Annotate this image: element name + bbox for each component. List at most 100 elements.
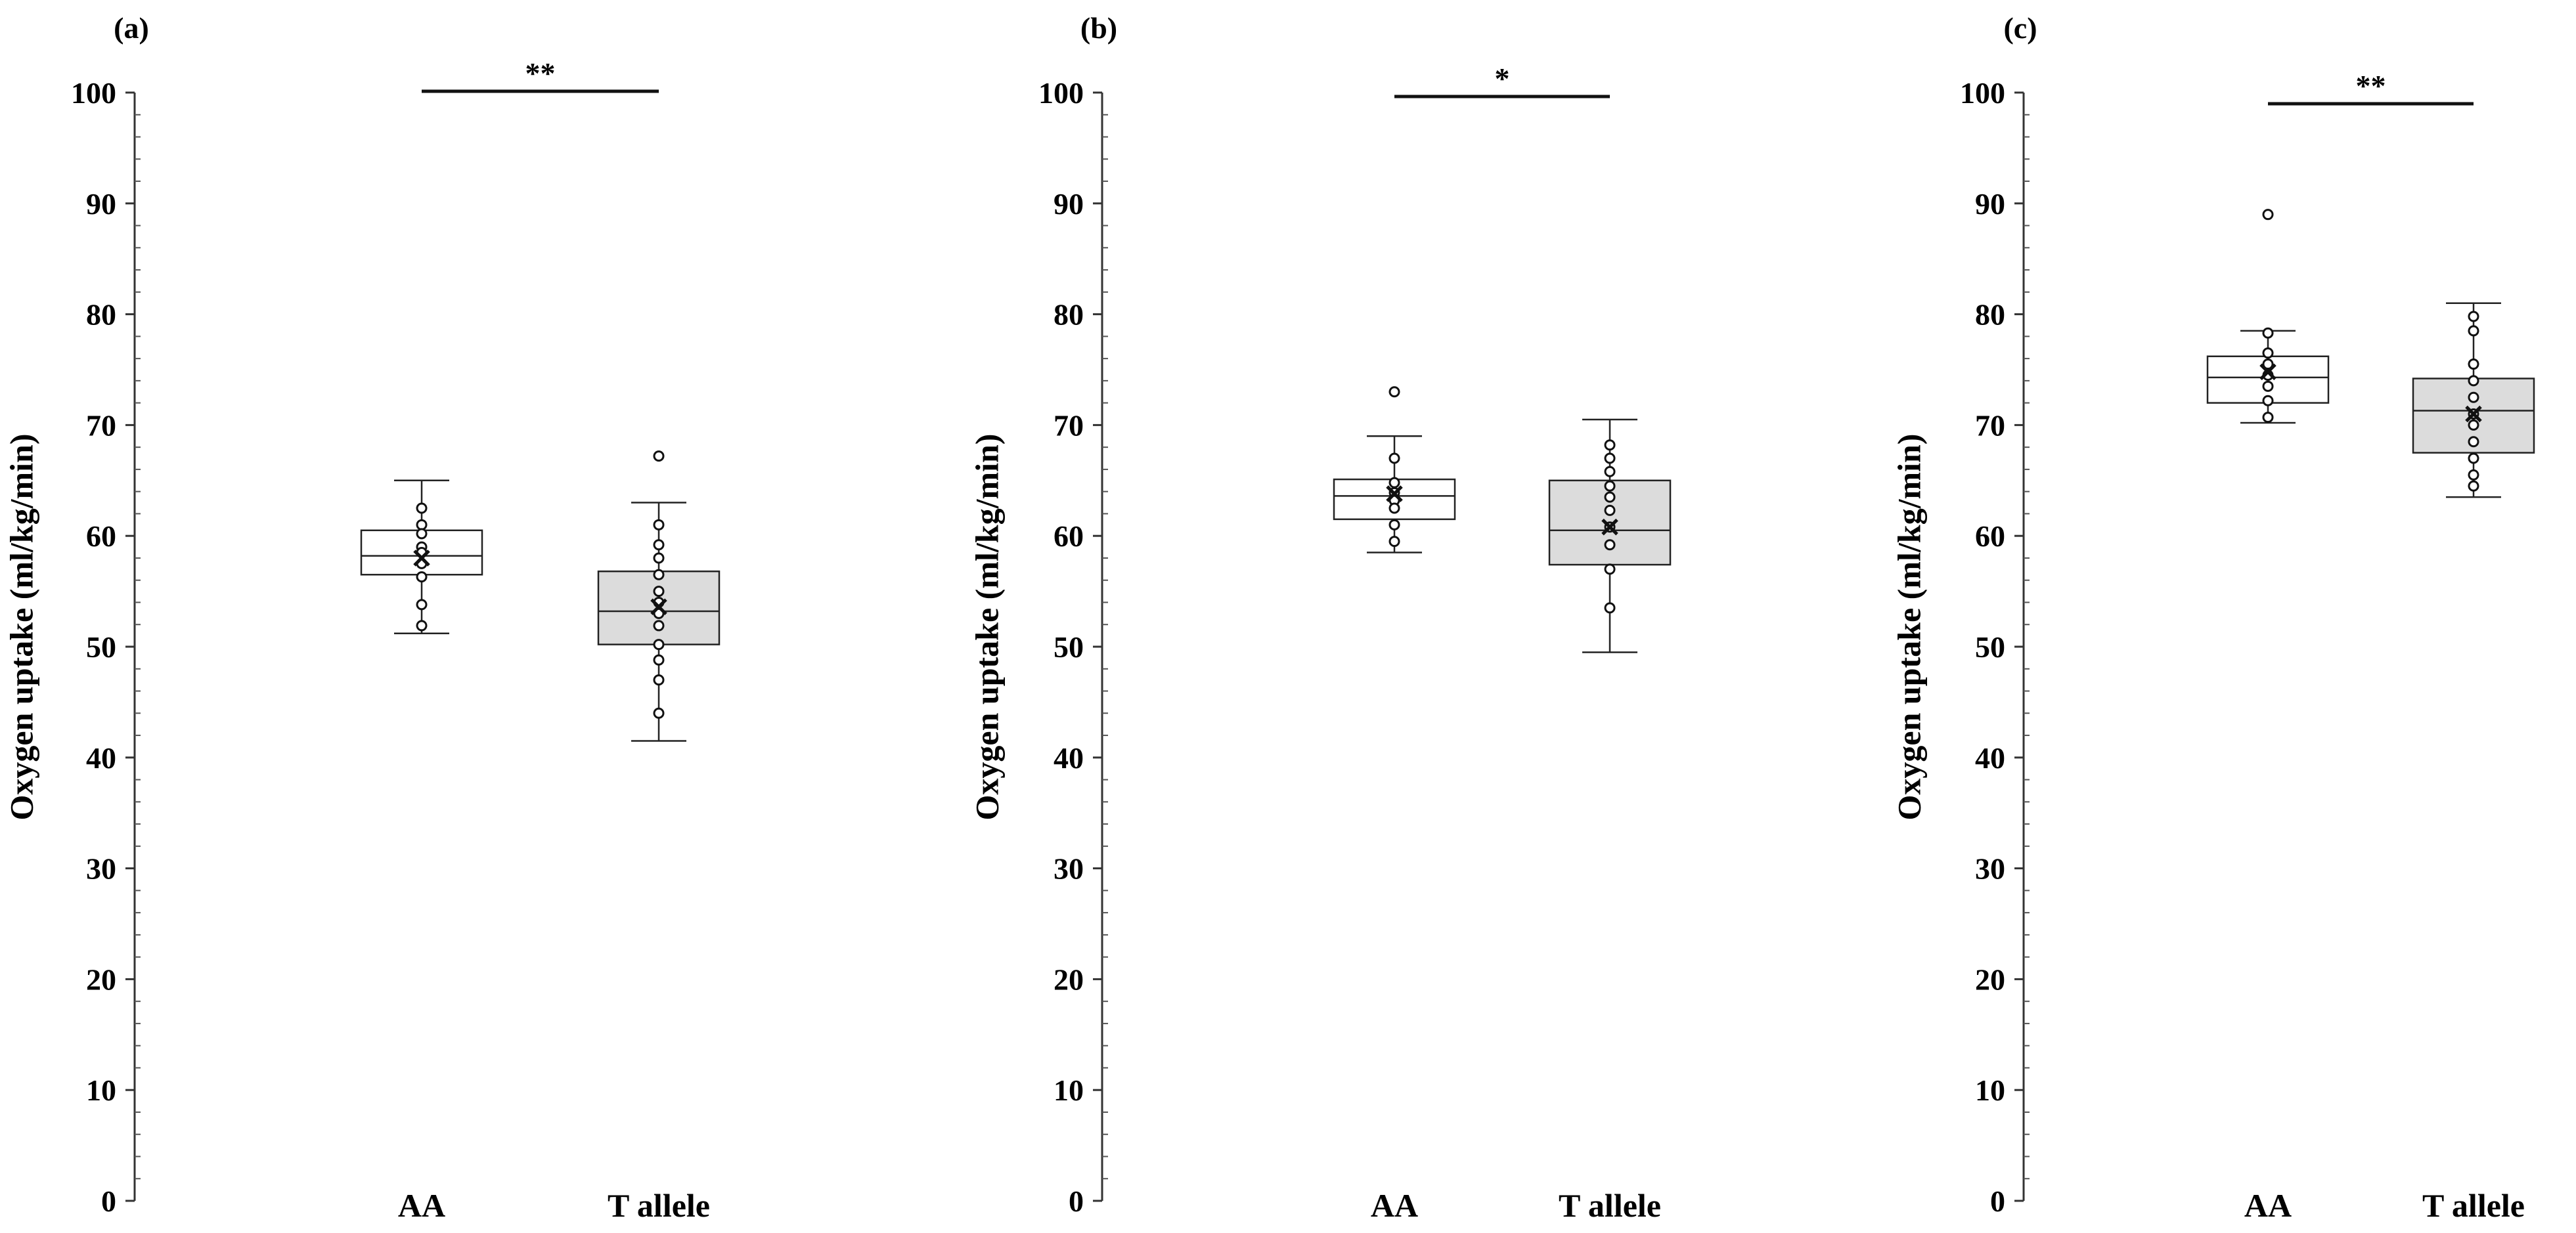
y-tick-label: 30 [1054,852,1084,886]
data-point [653,639,665,651]
data-point [416,571,428,583]
data-point [653,654,665,666]
box-t-allele [2412,302,2535,498]
data-point [2468,436,2479,448]
y-tick-label: 50 [86,630,116,664]
data-point [1604,602,1616,614]
data-point [1604,539,1616,551]
data-point [1604,452,1616,464]
outlier-point [2262,209,2274,221]
data-point [2468,358,2479,370]
y-tick-label: 80 [1054,298,1084,332]
category-label: AA [1371,1187,1418,1224]
data-point [2468,375,2479,387]
data-point [2468,391,2479,403]
y-tick-label: 70 [1975,408,2005,442]
y-tick-label: 10 [86,1073,116,1107]
y-tick-label: 0 [1990,1184,2005,1218]
y-tick-label: 90 [1975,187,2005,221]
y-tick-label: 0 [1069,1184,1084,1218]
y-tick-label: 30 [86,852,116,886]
y-axis-title: Oxygen uptake (ml/kg/min) [3,434,39,821]
data-point [2262,347,2274,359]
data-point [1604,504,1616,516]
mean-marker [413,550,430,567]
data-point [653,707,665,719]
data-point [2468,452,2479,464]
y-tick-label: 50 [1975,630,2005,664]
data-point [2468,469,2479,481]
outlier-point [653,450,665,462]
data-point [2262,395,2274,406]
category-label: T allele [2422,1187,2525,1224]
mean-marker [2259,363,2276,381]
data-point [1388,519,1400,530]
y-tick-label: 80 [1975,298,2005,332]
data-point [653,552,665,564]
data-point [2468,325,2479,337]
y-tick-label: 60 [1054,519,1084,553]
data-point [653,519,665,530]
data-point [1604,465,1616,477]
data-point [1388,502,1400,514]
y-tick-label: 20 [1975,963,2005,996]
data-point [653,569,665,580]
box-t-allele [1548,418,1672,653]
data-point [416,502,428,514]
panel-c: (c) Oxygen uptake (ml/kg/min) 0 10 20 30 40 50 6… [1890,11,2535,1224]
y-tick-label: 90 [1054,187,1084,221]
data-point [1604,563,1616,575]
data-point [653,674,665,686]
data-point [2262,327,2274,339]
y-axis-title: Oxygen uptake (ml/kg/min) [1890,434,1927,821]
category-label: AA [2244,1187,2292,1224]
data-point [1604,439,1616,451]
y-tick-label: 20 [86,963,116,996]
data-point [416,528,428,540]
y-tick-label: 100 [1038,76,1084,110]
y-tick-label: 10 [1975,1073,2005,1107]
outlier-point [1388,386,1400,398]
significance-label: ** [525,56,556,90]
data-point [1388,452,1400,464]
y-tick-label: 70 [1054,408,1084,442]
data-point [653,620,665,632]
significance-label: * [1495,62,1510,95]
y-tick-label: 100 [71,76,116,110]
data-point [2468,480,2479,492]
y-tick-label: 20 [1054,963,1084,996]
data-point [2468,311,2479,322]
box-aa [1333,386,1456,553]
data-point [416,519,428,530]
y-tick-label: 40 [1054,741,1084,775]
data-point [416,599,428,611]
mean-marker [2465,405,2482,423]
significance-label: ** [2356,69,2386,102]
panel-label: (b) [1080,11,1117,45]
data-point [1604,480,1616,492]
y-tick-label: 90 [86,187,116,221]
y-tick-label: 60 [86,519,116,553]
y-tick-label: 30 [1975,852,2005,886]
data-point [1388,536,1400,548]
panel-label: (a) [114,11,149,45]
panel-label: (c) [2003,11,2037,45]
panel-b: (b) Oxygen uptake (ml/kg/min) 0 10 20 30 40 50 6… [968,11,1672,1224]
data-point [2262,412,2274,423]
data-point [2262,358,2274,370]
y-tick-label: 100 [1960,76,2005,110]
y-tick-label: 40 [86,741,116,775]
panel-a: (a) Oxygen uptake (ml/kg/min) 0 10 20 30 40 50 6… [3,11,721,1224]
data-point [2262,380,2274,392]
y-tick-label: 50 [1054,630,1084,664]
data-point [1604,491,1616,503]
box-aa [2206,209,2330,424]
y-tick-label: 80 [86,298,116,332]
y-tick-label: 70 [86,408,116,442]
data-point [653,539,665,551]
mean-marker [1386,485,1403,502]
mean-marker [650,598,667,615]
y-axis-title: Oxygen uptake (ml/kg/min) [968,434,1005,821]
data-point [2468,419,2479,431]
y-tick-label: 60 [1975,519,2005,553]
